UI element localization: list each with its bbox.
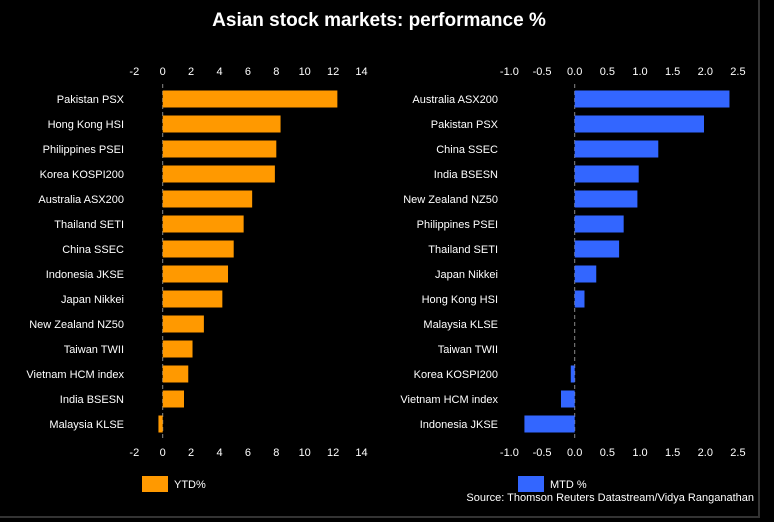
ytd-tick-top: 0 (160, 66, 166, 78)
mtd-bar (574, 190, 638, 208)
mtd-tick-top: 0.5 (600, 66, 615, 78)
ytd-category-label: Philippines PSEI (43, 144, 124, 156)
mtd-tick-top: -1.0 (500, 66, 519, 78)
ytd-tick-bottom: 6 (245, 447, 251, 459)
mtd-tick-top: 2.0 (698, 66, 713, 78)
ytd-category-label: Pakistan PSX (57, 94, 125, 106)
mtd-tick-bottom: 0.5 (600, 447, 615, 459)
mtd-tick-bottom: -1.0 (500, 447, 519, 459)
ytd-bar (162, 140, 277, 158)
mtd-bar (574, 265, 597, 283)
mtd-tick-bottom: 1.0 (632, 447, 647, 459)
ytd-tick-bottom: 14 (355, 447, 367, 459)
mtd-category-label: Thailand SETI (428, 244, 498, 256)
mtd-category-label: Hong Kong HSI (422, 294, 498, 306)
ytd-category-label: Korea KOSPI200 (40, 169, 124, 181)
mtd-legend-swatch (518, 476, 544, 492)
mtd-category-label: Japan Nikkei (435, 269, 498, 281)
ytd-bar (162, 115, 281, 133)
ytd-tick-bottom: 4 (216, 447, 222, 459)
ytd-category-label: New Zealand NZ50 (29, 319, 124, 331)
ytd-category-label: Vietnam HCM index (26, 369, 124, 381)
ytd-tick-bottom: -2 (129, 447, 139, 459)
mtd-tick-bottom: 2.5 (730, 447, 745, 459)
mtd-tick-bottom: -0.5 (533, 447, 552, 459)
mtd-bar (574, 215, 624, 233)
chart-frame (0, 0, 760, 518)
mtd-legend-label: MTD % (550, 479, 587, 491)
mtd-category-label: Indonesia JKSE (420, 419, 498, 431)
ytd-tick-bottom: 2 (188, 447, 194, 459)
ytd-category-label: Thailand SETI (54, 219, 124, 231)
ytd-tick-top: 2 (188, 66, 194, 78)
mtd-category-label: Korea KOSPI200 (414, 369, 498, 381)
mtd-tick-top: 1.5 (665, 66, 680, 78)
ytd-category-label: Australia ASX200 (38, 194, 124, 206)
ytd-category-label: Hong Kong HSI (48, 119, 124, 131)
mtd-bar (574, 290, 585, 308)
ytd-category-label: Taiwan TWII (64, 344, 124, 356)
ytd-bar (162, 390, 184, 408)
mtd-category-label: Vietnam HCM index (400, 394, 498, 406)
ytd-tick-top: 8 (273, 66, 279, 78)
ytd-bar (162, 215, 244, 233)
ytd-legend-swatch (142, 476, 168, 492)
ytd-bar (162, 165, 275, 183)
mtd-category-label: New Zealand NZ50 (403, 194, 498, 206)
mtd-category-label: Pakistan PSX (431, 119, 499, 131)
mtd-bar (574, 115, 704, 133)
mtd-tick-bottom: 2.0 (698, 447, 713, 459)
mtd-category-label: Australia ASX200 (412, 94, 498, 106)
ytd-tick-bottom: 8 (273, 447, 279, 459)
source-note: Source: Thomson Reuters Datastream/Vidya… (466, 492, 754, 504)
mtd-category-label: India BSESN (434, 169, 498, 181)
mtd-category-label: Taiwan TWII (438, 344, 498, 356)
ytd-bar (162, 240, 234, 258)
ytd-tick-top: 14 (355, 66, 367, 78)
mtd-category-label: China SSEC (436, 144, 498, 156)
mtd-bar (574, 140, 659, 158)
mtd-bar (560, 390, 575, 408)
mtd-tick-bottom: 1.5 (665, 447, 680, 459)
ytd-tick-top: 10 (299, 66, 311, 78)
mtd-bar (574, 90, 730, 108)
mtd-bar (524, 415, 575, 433)
ytd-category-label: Indonesia JKSE (46, 269, 124, 281)
ytd-bar (162, 315, 204, 333)
ytd-tick-bottom: 10 (299, 447, 311, 459)
ytd-bar (162, 90, 338, 108)
mtd-tick-top: 0.0 (567, 66, 582, 78)
mtd-tick-top: -0.5 (533, 66, 552, 78)
ytd-bar (162, 340, 193, 358)
ytd-tick-top: 12 (327, 66, 339, 78)
ytd-tick-bottom: 12 (327, 447, 339, 459)
mtd-bar (570, 365, 575, 383)
ytd-bar (162, 190, 253, 208)
ytd-tick-top: -2 (129, 66, 139, 78)
chart-title: Asian stock markets: performance % (212, 10, 546, 31)
mtd-bar (574, 165, 639, 183)
ytd-legend-label: YTD% (174, 479, 206, 491)
mtd-category-label: Philippines PSEI (417, 219, 498, 231)
ytd-bar (162, 265, 229, 283)
ytd-tick-bottom: 0 (160, 447, 166, 459)
ytd-tick-top: 4 (216, 66, 222, 78)
ytd-category-label: China SSEC (62, 244, 124, 256)
mtd-category-label: Malaysia KLSE (423, 319, 498, 331)
ytd-bar (162, 365, 189, 383)
ytd-category-label: Japan Nikkei (61, 294, 124, 306)
mtd-tick-bottom: 0.0 (567, 447, 582, 459)
ytd-bar (158, 415, 163, 433)
mtd-tick-top: 1.0 (632, 66, 647, 78)
mtd-bar (574, 240, 620, 258)
ytd-bar (162, 290, 223, 308)
ytd-category-label: Malaysia KLSE (49, 419, 124, 431)
ytd-category-label: India BSESN (60, 394, 124, 406)
mtd-tick-top: 2.5 (730, 66, 745, 78)
ytd-tick-top: 6 (245, 66, 251, 78)
